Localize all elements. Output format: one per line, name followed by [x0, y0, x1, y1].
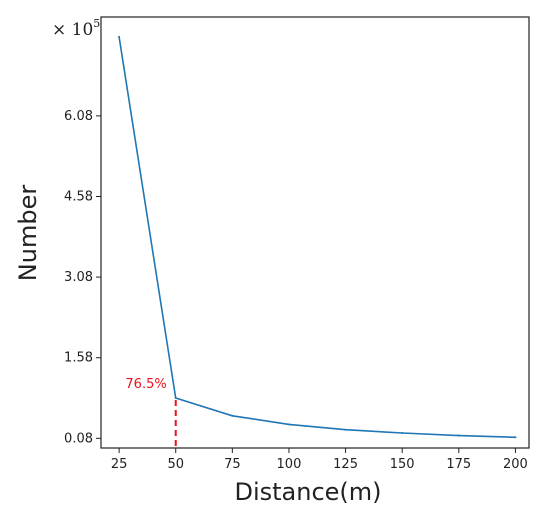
data-point: [457, 434, 460, 437]
annotation-label: 76.5%: [125, 377, 166, 392]
y-axis-title: Number: [14, 185, 42, 282]
data-point: [514, 436, 517, 439]
x-tick-label: 150: [390, 457, 415, 472]
series-line: [118, 36, 516, 439]
x-tick-label: 50: [167, 457, 184, 472]
data-point: [174, 397, 177, 400]
y-axis-ticks: 0.08 1.58 3.08 4.58 6.08: [64, 109, 101, 446]
x-tick-label: 100: [277, 457, 302, 472]
data-point: [231, 414, 234, 417]
y-tick-label: 6.08: [64, 109, 93, 124]
data-point: [118, 35, 121, 38]
data-point: [344, 428, 347, 431]
x-tick-label: 125: [333, 457, 358, 472]
y-tick-label: 4.58: [64, 189, 93, 204]
x-tick-label: 75: [224, 457, 241, 472]
x-axis-title: Distance(m): [234, 478, 381, 506]
data-point: [287, 423, 290, 426]
x-tick-label: 25: [111, 457, 128, 472]
data-point: [401, 431, 404, 434]
y-tick-label: 0.08: [64, 431, 93, 446]
x-tick-label: 175: [446, 457, 471, 472]
y-tick-label: 1.58: [64, 351, 93, 366]
series-points: [118, 35, 517, 439]
y-axis-multiplier: × 105: [52, 17, 100, 40]
x-axis-ticks: 25 50 75 100 125 150 175 200: [111, 448, 528, 472]
y-tick-label: 3.08: [64, 270, 93, 285]
x-tick-label: 200: [503, 457, 528, 472]
plot-frame: [100, 16, 530, 449]
